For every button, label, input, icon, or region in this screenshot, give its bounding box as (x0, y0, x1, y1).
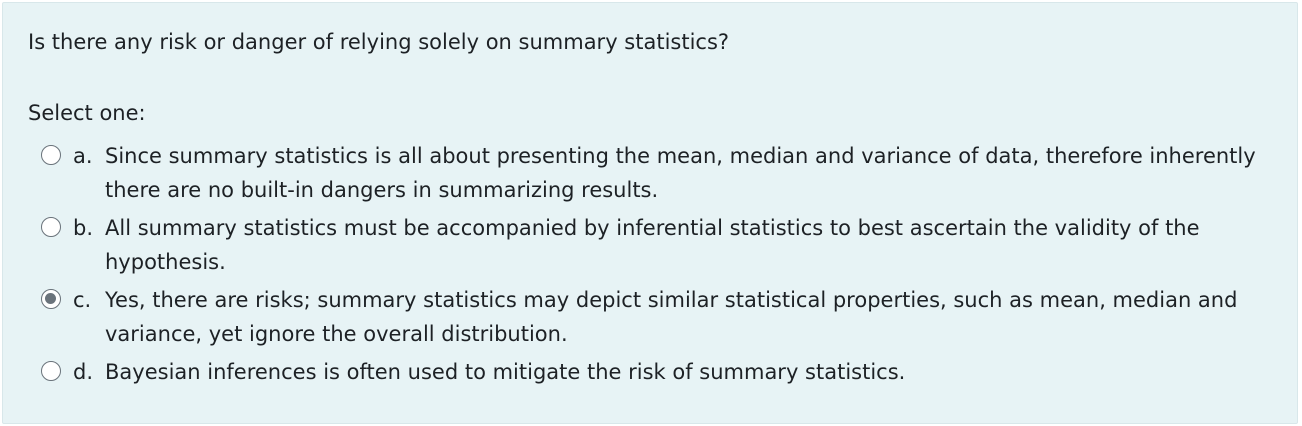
answer-option-a[interactable]: a. Since summary statistics is all about… (41, 141, 1286, 207)
radio-button-d[interactable] (41, 361, 61, 381)
option-letter: a. (73, 144, 93, 168)
option-label[interactable]: Yes, there are risks; summary statistics… (105, 288, 1238, 346)
radio-button-b[interactable] (41, 217, 61, 237)
radio-button-c[interactable] (41, 289, 61, 309)
option-label[interactable]: Bayesian inferences is often used to mit… (105, 360, 906, 384)
option-letter: c. (73, 288, 92, 312)
option-label[interactable]: Since summary statistics is all about pr… (105, 144, 1256, 202)
option-label[interactable]: All summary statistics must be accompani… (105, 216, 1200, 274)
answer-option-c[interactable]: c. Yes, there are risks; summary statist… (41, 285, 1286, 351)
answer-option-b[interactable]: b. All summary statistics must be accomp… (41, 213, 1286, 279)
radio-button-a[interactable] (41, 145, 61, 165)
option-letter: b. (73, 216, 94, 240)
answer-option-d[interactable]: d. Bayesian inferences is often used to … (41, 357, 1286, 389)
question-text: Is there any risk or danger of relying s… (28, 30, 730, 54)
option-letter: d. (73, 360, 94, 384)
select-one-prompt: Select one: (28, 101, 146, 125)
answer-options: a. Since summary statistics is all about… (41, 141, 1286, 395)
